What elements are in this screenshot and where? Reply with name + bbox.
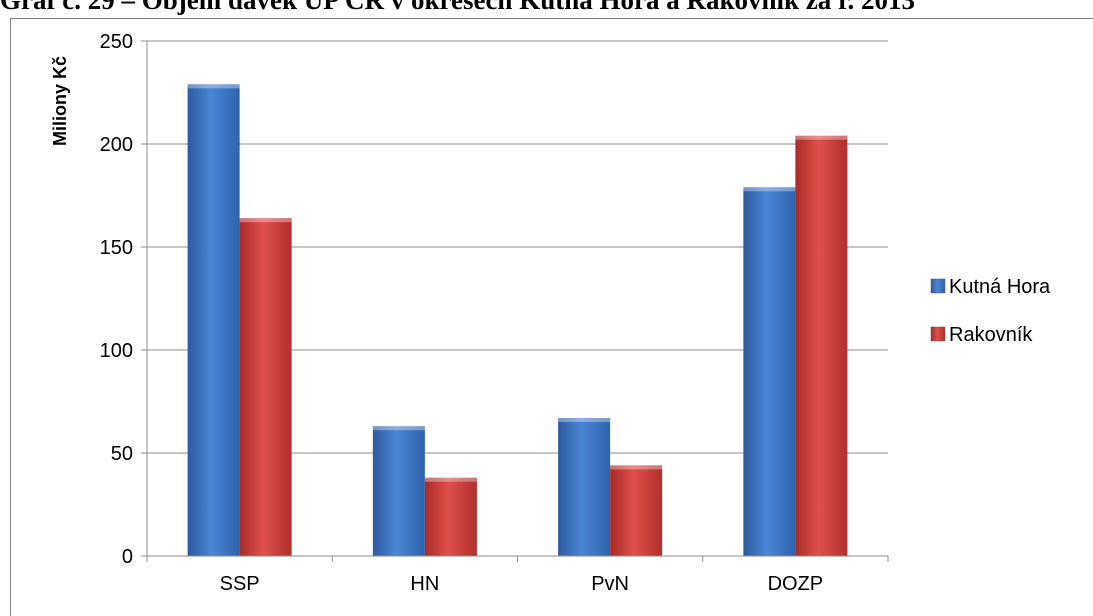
legend-swatch: [930, 278, 946, 294]
chart-title: Graf č. 29 – Objem dávek UP ČR v okresec…: [0, 0, 915, 15]
legend-label: Kutná Hora: [949, 276, 1051, 298]
bar-ssp-series-2: [239, 218, 292, 556]
chart-frame: [10, 18, 1093, 616]
bar-highlight: [743, 187, 796, 192]
legend-label: Rakovník: [949, 324, 1033, 346]
bar-highlight: [187, 84, 240, 89]
x-tick-label: SSP: [220, 573, 260, 595]
y-axis-label: Miliony Kč: [50, 56, 70, 146]
y-tick-label: 150: [100, 237, 133, 259]
bar-highlight: [795, 135, 848, 140]
bar-highlight: [558, 417, 611, 422]
bar-ssp-series-1: [187, 84, 240, 556]
bar-highlight: [610, 465, 663, 470]
x-tick-label: PvN: [591, 573, 629, 595]
x-tick-label: DOZP: [768, 573, 824, 595]
legend-swatch: [930, 326, 946, 342]
bar-highlight: [239, 218, 292, 223]
y-tick-label: 50: [111, 443, 133, 465]
y-tick-label: 250: [100, 31, 133, 53]
bar-pvn-series-1: [558, 417, 611, 556]
bar-highlight: [424, 477, 477, 482]
y-tick-label: 200: [100, 134, 133, 156]
bar-hn-series-1: [372, 426, 425, 556]
x-tick-label: HN: [410, 573, 439, 595]
bar-highlight: [372, 426, 425, 431]
bar-dozp-series-2: [795, 135, 848, 556]
bar-dozp-series-1: [743, 187, 796, 556]
y-tick-label: 100: [100, 340, 133, 362]
bar-hn-series-2: [424, 477, 477, 556]
bar-pvn-series-2: [610, 465, 663, 556]
y-tick-label: 0: [122, 546, 133, 568]
